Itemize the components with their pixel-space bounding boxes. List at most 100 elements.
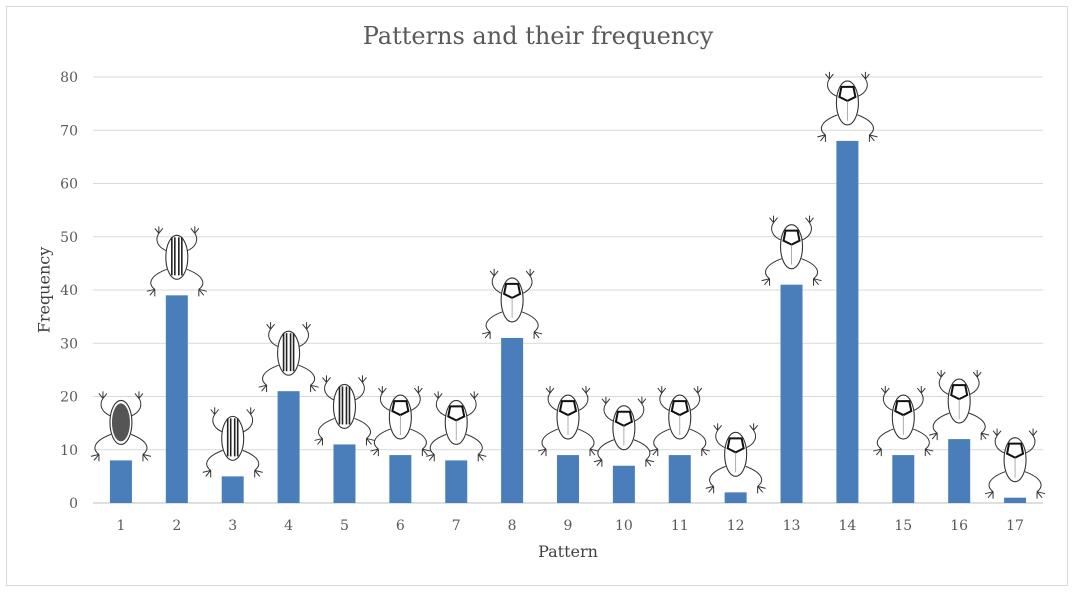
frog-leg — [302, 322, 311, 330]
frog-leg — [297, 328, 309, 348]
frog-leg — [968, 376, 980, 396]
frog-leg — [827, 78, 839, 98]
frog-leg — [314, 437, 323, 446]
x-tick-label: 9 — [564, 518, 573, 534]
x-tick-label: 15 — [894, 518, 912, 534]
frog-leg — [377, 386, 387, 394]
frog-leg — [485, 311, 503, 333]
frog-leg — [154, 226, 164, 234]
frog-leg — [825, 71, 834, 80]
frog-leg — [932, 412, 950, 434]
frog-leg — [318, 417, 335, 439]
frog-leg — [820, 114, 838, 136]
frog-leg — [657, 386, 667, 394]
frog-leg — [805, 215, 814, 223]
frog-leg — [521, 311, 539, 333]
frog-leg — [653, 428, 670, 450]
frog-icon — [705, 423, 766, 494]
frog-leg — [98, 391, 108, 399]
frog-icon — [817, 71, 878, 142]
frog-pattern — [502, 282, 522, 300]
frog-pattern — [614, 410, 634, 427]
frog-icon — [761, 215, 822, 286]
x-tick-label: 7 — [452, 518, 461, 534]
frog-leg — [1036, 491, 1046, 499]
frog-leg — [545, 386, 555, 394]
frog-leg — [913, 428, 930, 450]
frog-leg — [868, 134, 878, 142]
frog-leg — [298, 364, 316, 386]
x-tick-label: 11 — [671, 518, 689, 534]
frog-leg — [466, 433, 483, 455]
frog-leg — [533, 331, 543, 339]
frog-leg — [924, 448, 934, 457]
frog-leg — [936, 370, 946, 378]
frog-leg — [409, 392, 421, 412]
frog-leg — [713, 423, 723, 431]
frog-icon — [90, 391, 152, 462]
frog-leg — [212, 414, 224, 433]
frog-icon — [481, 268, 543, 339]
frog-leg — [541, 428, 559, 450]
x-tick-labels: 1 2 3 4 5 6 7 8 9 10 11 12 13 14 15 16 17 — [116, 518, 1023, 534]
x-axis-label: Pattern — [538, 542, 598, 561]
frog-leg — [929, 432, 938, 441]
frog-leg — [576, 392, 589, 412]
x-tick-label: 10 — [615, 518, 633, 534]
frog-leg — [980, 432, 990, 441]
frog-leg — [537, 448, 547, 457]
frog-leg — [380, 392, 392, 412]
frog-leg — [817, 134, 826, 142]
frog-leg — [744, 430, 756, 449]
bars — [109, 140, 1027, 503]
frog-pattern — [894, 400, 913, 417]
frog-leg — [429, 433, 447, 455]
frog-leg — [689, 428, 707, 450]
frog-body — [165, 234, 189, 280]
frog-leg — [242, 449, 260, 471]
frog-leg — [146, 288, 156, 297]
y-tick-label: 80 — [60, 70, 78, 86]
frog-leg — [206, 449, 223, 471]
frog-leg — [632, 403, 645, 423]
frog-leg — [715, 430, 727, 449]
frog-leg — [749, 423, 759, 431]
frog-icon — [873, 386, 934, 457]
frog-leg — [268, 328, 280, 348]
frog-leg — [370, 448, 379, 457]
frog-leg — [525, 268, 535, 277]
frog-leg — [688, 392, 701, 412]
frog-leg — [969, 412, 986, 434]
frog-leg — [469, 391, 479, 399]
x-tick-label: 4 — [284, 518, 293, 534]
bar — [892, 455, 915, 503]
frog-leg — [365, 437, 375, 446]
frog-leg — [198, 288, 207, 297]
frog-icon — [370, 386, 431, 457]
frog-leg — [876, 428, 894, 450]
frog-leg — [129, 398, 142, 417]
frog-leg — [491, 275, 504, 295]
y-tick-label: 60 — [60, 177, 78, 193]
frog-leg — [597, 439, 615, 461]
frog-leg — [413, 386, 423, 394]
frog-leg — [761, 278, 771, 286]
frog-leg — [547, 392, 560, 412]
frog-leg — [310, 384, 319, 393]
x-tick-label: 17 — [1006, 518, 1024, 534]
x-tick-label: 1 — [116, 518, 125, 534]
frog-pattern — [726, 437, 745, 454]
y-tick-label: 70 — [60, 123, 78, 139]
frog-pattern — [670, 400, 689, 417]
frog-leg — [354, 417, 371, 439]
bar — [557, 455, 579, 503]
frog-leg — [1028, 428, 1038, 436]
frog-leg — [358, 375, 367, 383]
frog-leg — [633, 439, 651, 461]
x-tick-label: 16 — [950, 518, 968, 534]
frog-leg — [246, 407, 256, 415]
frog-leg — [324, 382, 336, 401]
x-tick-label: 5 — [340, 518, 349, 534]
bar — [221, 476, 244, 503]
